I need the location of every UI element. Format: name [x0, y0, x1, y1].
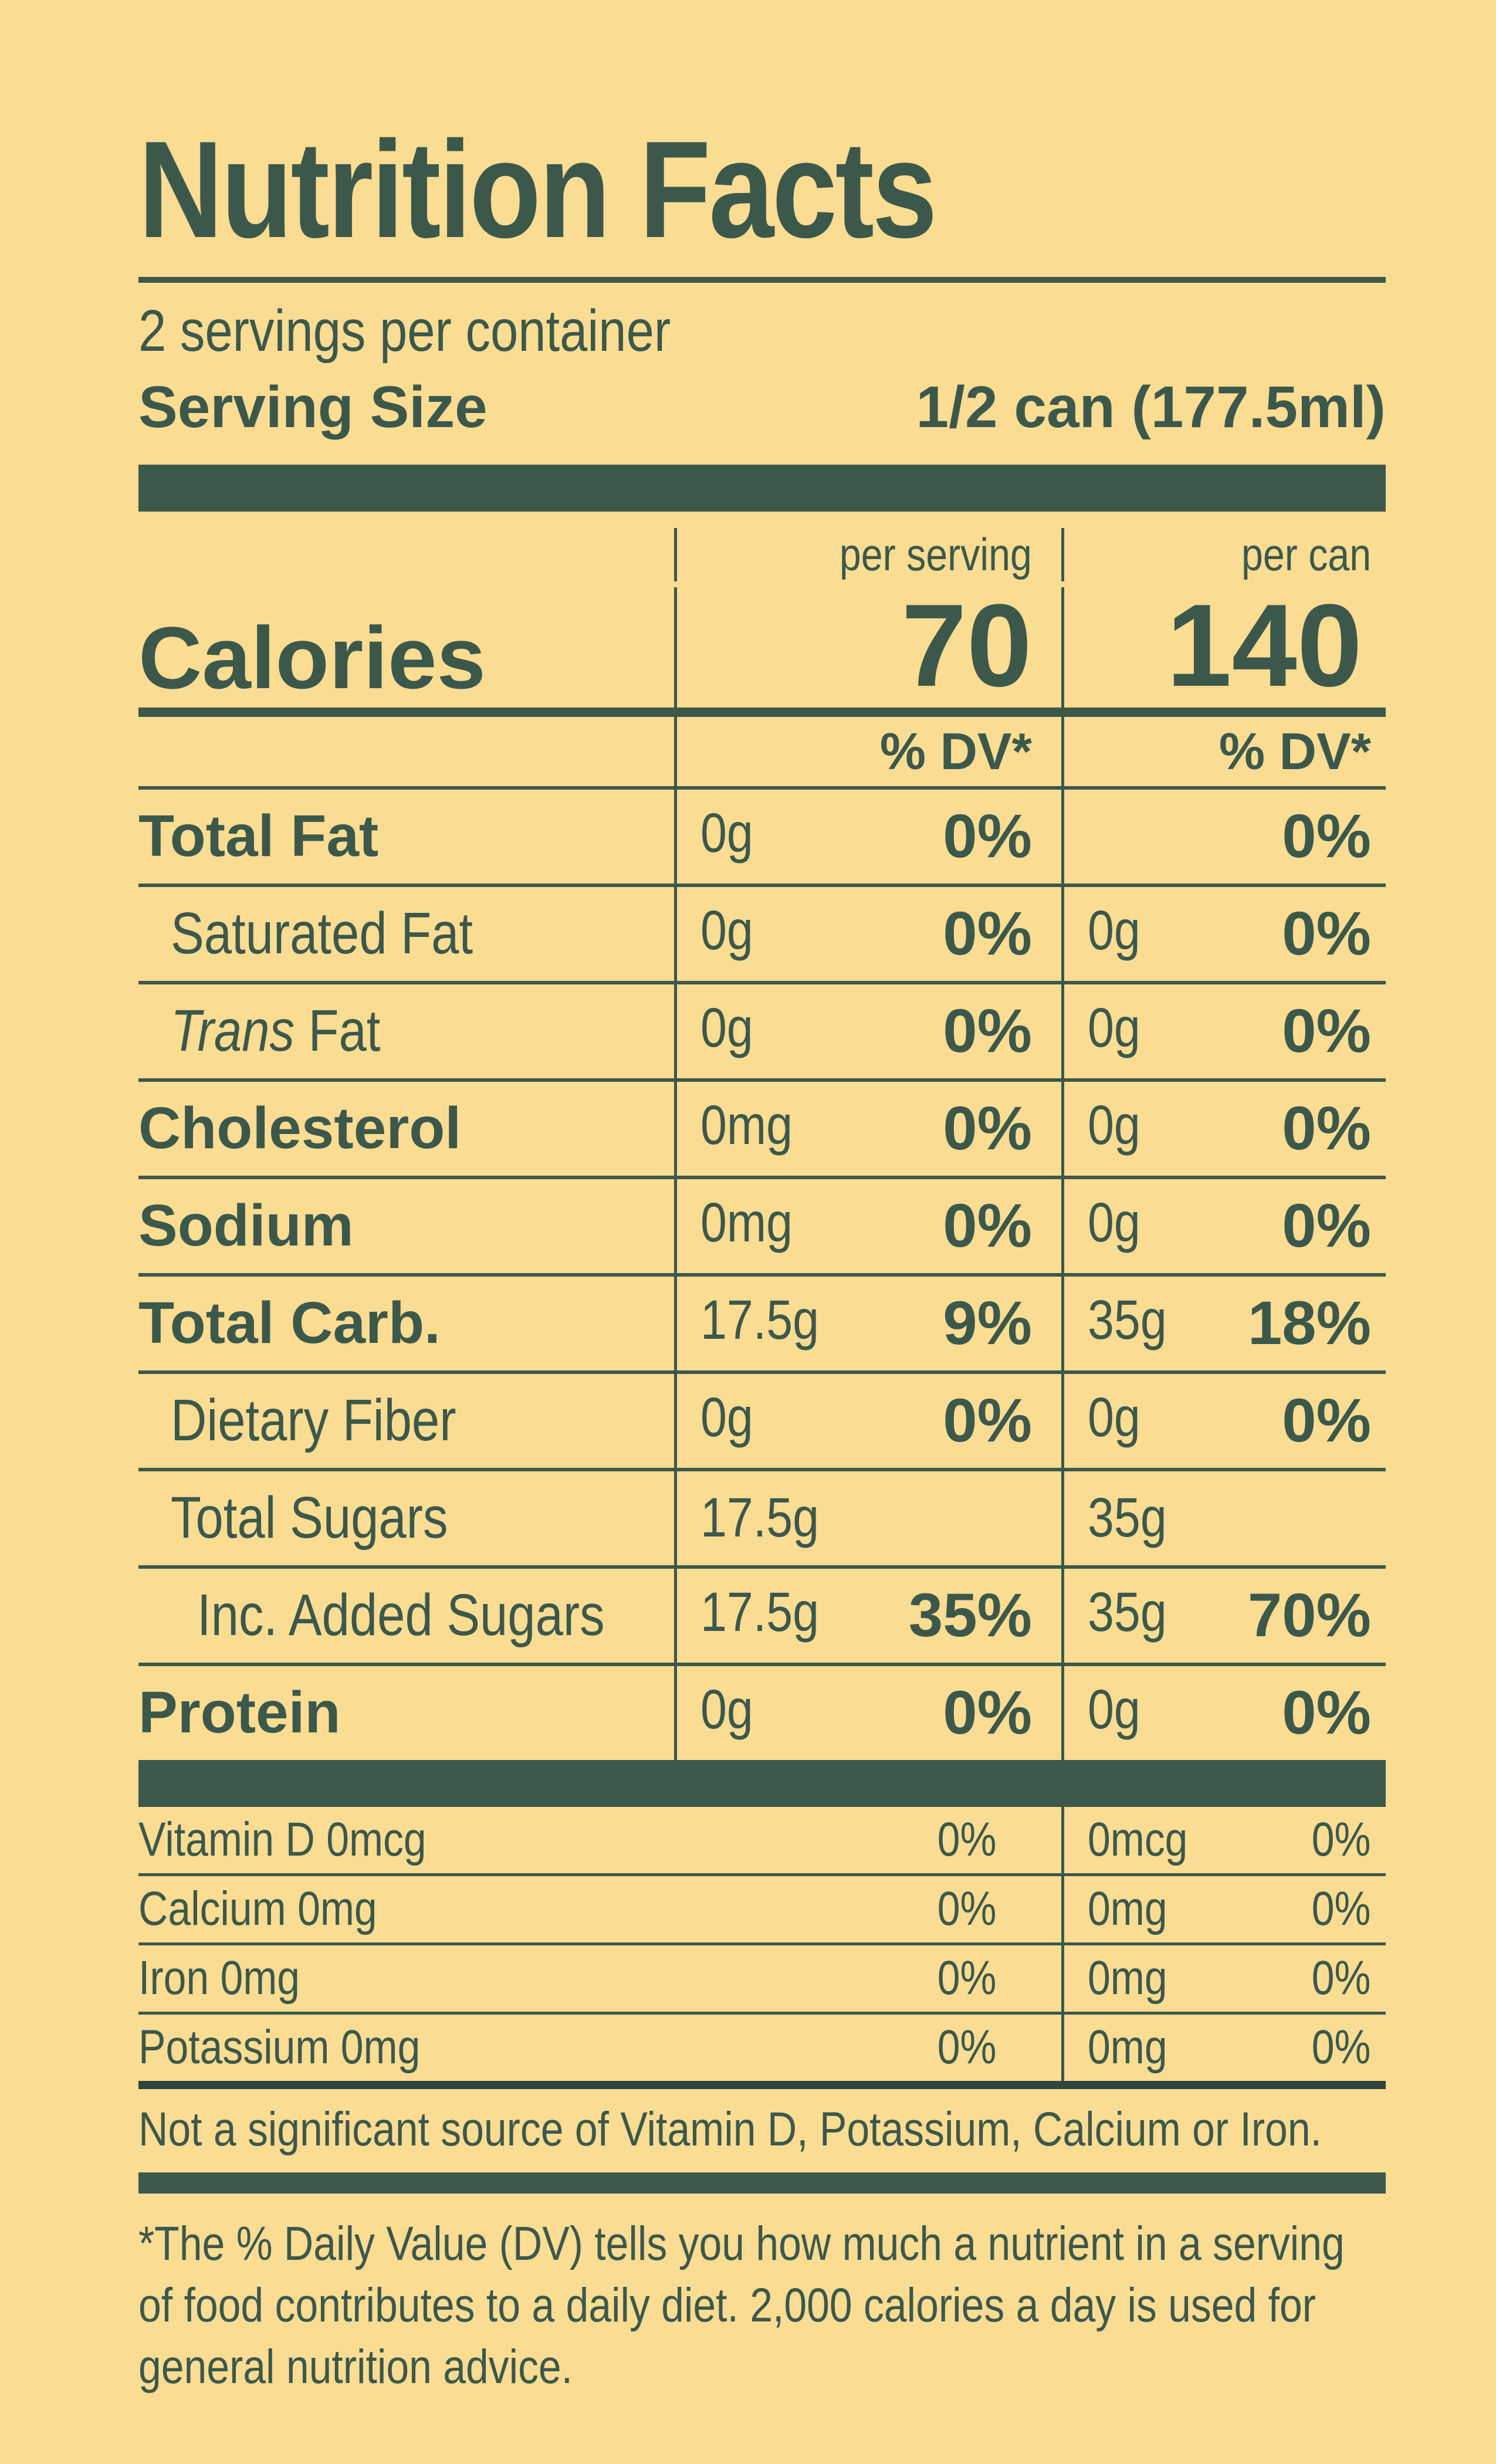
vitamins-bottom-divider — [138, 2080, 1386, 2089]
per-can-header: per can — [1061, 527, 1386, 581]
daily-value-footnote: *The % Daily Value (DV) tells you how mu… — [138, 2216, 1345, 2394]
daily-value-header-row: % DV* % DV* — [138, 716, 1386, 786]
nutrient-row-sodium: Sodium 0mg 0% 0g 0% — [138, 1175, 1386, 1273]
dv-header-serving: % DV* — [674, 716, 1061, 786]
section-bar-vitamins — [138, 1759, 1386, 1807]
nutrient-row-total-sugars: Total Sugars 17.5g 35g — [138, 1467, 1386, 1565]
calories-column-headers: per serving per can — [138, 512, 1386, 581]
title-text: Nutrition Facts — [138, 112, 937, 266]
nutrient-row-protein: Protein 0g 0% 0g 0% — [138, 1662, 1386, 1760]
vitamin-row-potassium: Potassium 0mg 0% 0mg 0% — [138, 2011, 1386, 2081]
calories-label: Calories — [138, 608, 486, 707]
not-significant-note: Not a significant source of Vitamin D, P… — [138, 2102, 1322, 2156]
vitamin-row-iron: Iron 0mg 0% 0mg 0% — [138, 1942, 1386, 2012]
servings-per-container: 2 servings per container — [138, 297, 671, 364]
footnote-bar — [138, 2172, 1386, 2194]
per-serving-header: per serving — [674, 527, 1061, 581]
calories-per-serving: 70 — [674, 587, 1061, 708]
section-bar-top — [138, 464, 1386, 512]
serving-size-row: Serving Size 1/2 can (177.5ml) — [138, 374, 1386, 440]
nutrient-row-dietary-fiber: Dietary Fiber 0g 0% 0g 0% — [138, 1370, 1386, 1468]
calories-divider — [138, 707, 1386, 717]
dv-header-can: % DV* — [1061, 716, 1386, 786]
page-title: Nutrition Facts — [138, 117, 1386, 262]
nutrition-facts-label: Nutrition Facts 2 servings per container… — [138, 0, 1386, 2398]
nutrient-row-saturated-fat: Saturated Fat 0g 0% 0g 0% — [138, 883, 1386, 981]
vitamin-row-calcium: Calcium 0mg 0% 0mg 0% — [138, 1873, 1386, 1942]
serving-size-label: Serving Size — [138, 374, 488, 440]
vitamin-row-vitamin-d: Vitamin D 0mcg 0% 0mcg 0% — [138, 1806, 1386, 1873]
serving-size-value: 1/2 can (177.5ml) — [916, 374, 1386, 440]
nutrient-row-cholesterol: Cholesterol 0mg 0% 0g 0% — [138, 1078, 1386, 1176]
nutrient-row-total-carb: Total Carb. 17.5g 9% 35g 18% — [138, 1272, 1386, 1370]
calories-per-can: 140 — [1061, 587, 1386, 708]
nutrient-row-trans-fat: Trans Fat 0g 0% 0g 0% — [138, 980, 1386, 1078]
calories-row: Calories 70 140 — [138, 581, 1386, 708]
title-divider — [138, 276, 1386, 283]
nutrient-row-added-sugars: Inc. Added Sugars 17.5g 35% 35g 70% — [138, 1565, 1386, 1663]
nutrient-row-total-fat: Total Fat 0g 0% 0% — [138, 786, 1386, 884]
